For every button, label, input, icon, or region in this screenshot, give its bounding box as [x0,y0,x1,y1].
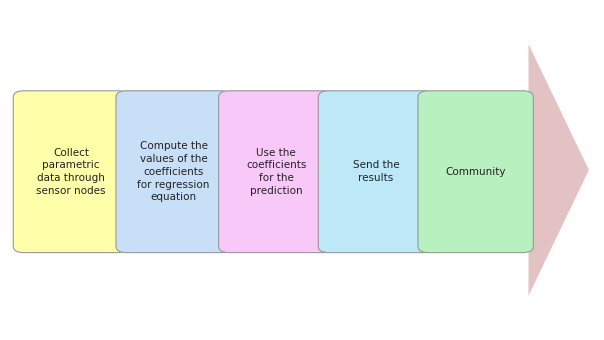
Text: Compute the
values of the
coefficients
for regression
equation: Compute the values of the coefficients f… [138,141,210,202]
FancyBboxPatch shape [418,91,533,253]
FancyBboxPatch shape [13,91,129,253]
FancyBboxPatch shape [219,91,334,253]
Text: Collect
parametric
data through
sensor nodes: Collect parametric data through sensor n… [36,148,106,196]
FancyBboxPatch shape [116,91,231,253]
Text: Use the
coefficients
for the
prediction: Use the coefficients for the prediction [246,148,306,196]
Text: Send the
results: Send the results [353,160,399,183]
FancyBboxPatch shape [318,91,434,253]
Text: Community: Community [445,167,506,177]
Polygon shape [18,44,589,296]
